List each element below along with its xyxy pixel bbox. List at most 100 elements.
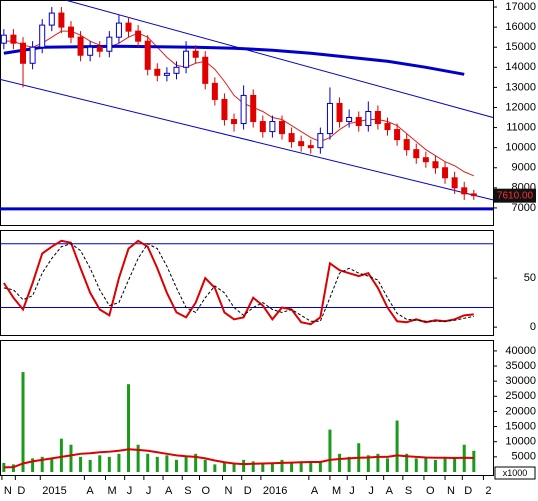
stochastic-panel	[0, 230, 494, 336]
candle-body	[192, 50, 199, 58]
candle-body	[135, 30, 142, 42]
volume-bar	[414, 458, 418, 472]
y-tick-label: 30000	[505, 375, 536, 387]
candle-body	[144, 40, 151, 70]
candle-body	[442, 167, 449, 179]
candle-body	[77, 36, 84, 56]
candle-body	[288, 133, 295, 143]
volume-bar	[59, 438, 63, 472]
x-tick-label: S	[184, 485, 191, 497]
candle-body	[278, 121, 285, 135]
volume-bar	[107, 456, 111, 472]
x-tick-label: N	[225, 485, 233, 497]
volume-bar	[347, 456, 351, 472]
candle-body	[163, 72, 170, 76]
x-tick-label: N	[4, 485, 12, 497]
x-tick-label: 2016	[263, 485, 287, 497]
x-tick-label: A	[165, 485, 173, 497]
volume-bar	[203, 459, 207, 472]
y-tick-label: 13000	[505, 81, 536, 93]
candle-body	[58, 12, 65, 28]
y-tick-label: 12000	[505, 101, 536, 113]
candle-body	[240, 94, 247, 125]
y-tick-label: 25000	[505, 390, 536, 402]
volume-bar	[155, 456, 159, 472]
volume-bar	[242, 459, 246, 472]
candle-body	[432, 161, 439, 169]
x-tick-label: J	[349, 485, 355, 497]
candle-body	[96, 46, 103, 52]
y-tick-label: 20000	[505, 405, 536, 417]
unit-box	[494, 466, 536, 480]
volume-bar	[366, 455, 370, 472]
candle-body	[173, 66, 180, 74]
candle-body	[211, 82, 218, 100]
volume-bar	[405, 453, 409, 472]
price-panel	[0, 0, 494, 226]
last-price-label: 7610.00	[497, 190, 534, 201]
volume-bar	[21, 372, 25, 472]
candle-body	[336, 102, 343, 123]
y-tick-label: 16000	[505, 21, 536, 33]
volume-bar	[424, 456, 428, 472]
y-tick-label: 15000	[505, 41, 536, 53]
candle-body	[106, 36, 113, 52]
unit-label: x1000	[503, 468, 528, 478]
candle-body	[48, 12, 55, 26]
x-tick-label: D	[244, 485, 252, 497]
volume-bar	[261, 464, 265, 472]
candle-body	[470, 193, 477, 197]
volume-bar	[376, 453, 380, 472]
volume-bar	[127, 384, 131, 472]
candle-body	[355, 117, 362, 127]
candle-body	[67, 26, 74, 38]
trend-line	[0, 78, 494, 201]
indicator-line	[3, 30, 475, 177]
volume-bar	[194, 453, 198, 472]
candle-body	[317, 133, 324, 149]
candle-body	[115, 22, 122, 38]
x-tick-label: O	[426, 485, 435, 497]
candle-body	[384, 123, 391, 131]
x-tick-label: J	[146, 485, 152, 497]
volume-bar	[117, 453, 121, 472]
candle-body	[461, 187, 468, 195]
x-tick-label: N	[447, 485, 455, 497]
candle-body	[403, 139, 410, 151]
indicator-line	[3, 243, 474, 322]
indicator-line	[3, 448, 474, 469]
x-tick-label: M	[108, 485, 117, 497]
volume-bar	[232, 464, 236, 472]
y-tick-label: 50	[524, 272, 536, 284]
candle-body	[374, 110, 381, 125]
volume-bar	[146, 453, 150, 472]
volume-bar	[79, 456, 83, 472]
volume-bar	[472, 450, 476, 472]
y-tick-label: 10000	[505, 142, 536, 154]
candle-body	[183, 50, 190, 68]
y-tick-label: 5000	[512, 451, 536, 463]
candle-body	[202, 56, 209, 84]
volume-bar	[88, 459, 92, 472]
y-tick-label: 11000	[506, 121, 536, 133]
x-tick-label: A	[86, 485, 94, 497]
candle-body	[422, 157, 429, 163]
candle-body	[307, 145, 314, 149]
candle-body	[0, 34, 7, 44]
candle-body	[154, 68, 161, 76]
candle-body	[259, 121, 266, 133]
y-tick-label: 35000	[505, 360, 536, 372]
volume-bar	[251, 461, 255, 472]
volume-bar	[453, 456, 457, 472]
volume-panel	[0, 340, 494, 476]
indicator-line	[3, 44, 465, 76]
candle-body	[20, 42, 27, 64]
volume-bar	[213, 464, 217, 472]
candle-body	[125, 22, 132, 32]
volume-bar	[40, 456, 44, 472]
volume-bar	[184, 456, 188, 472]
y-tick-label: 40000	[505, 345, 536, 357]
volume-bar	[2, 462, 6, 472]
volume-bar	[309, 462, 313, 472]
candle-body	[87, 46, 94, 56]
